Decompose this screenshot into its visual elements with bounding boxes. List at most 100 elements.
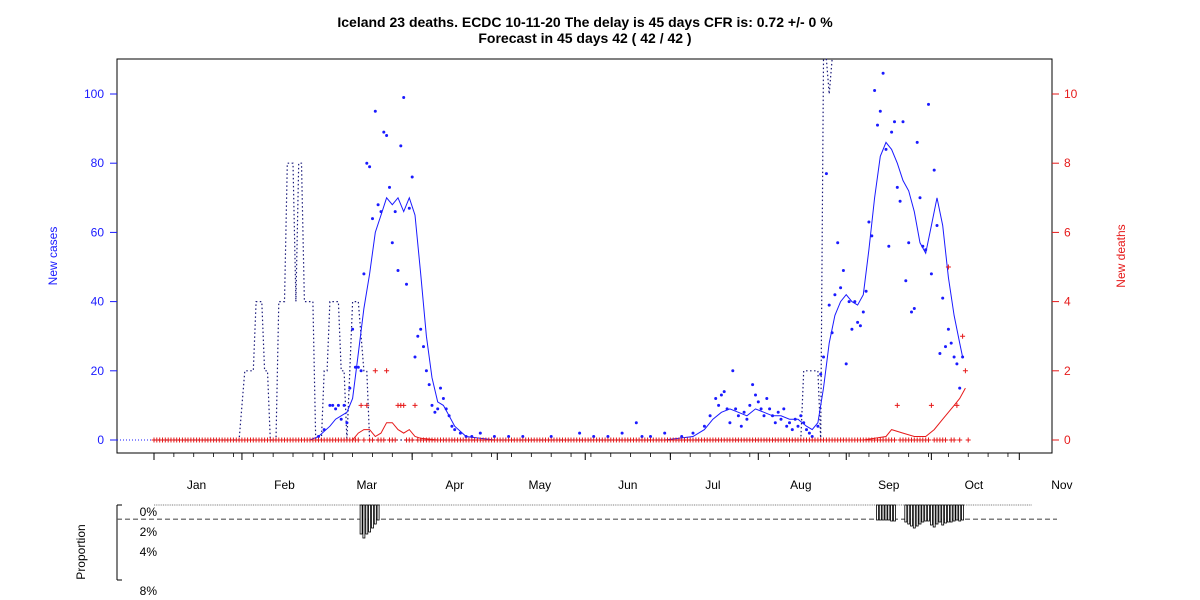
cases-point xyxy=(861,310,865,314)
x-tick-label: Oct xyxy=(965,478,984,492)
plot-frame xyxy=(116,58,1053,454)
cases-point xyxy=(407,206,411,210)
deaths-point xyxy=(358,402,364,408)
x-tick-label: Apr xyxy=(445,478,464,492)
proportion-bar xyxy=(924,504,928,522)
cases-point xyxy=(578,431,582,435)
deaths-point xyxy=(945,264,951,270)
y-left-tick-label: 40 xyxy=(91,295,105,309)
cases-point xyxy=(751,383,755,387)
cases-point xyxy=(450,424,454,428)
cases-point xyxy=(833,293,837,297)
cases-point xyxy=(427,383,431,387)
cases-point xyxy=(785,424,789,428)
cases-point xyxy=(402,96,406,99)
cases-point xyxy=(399,144,403,148)
cases-point xyxy=(910,310,913,314)
cases-point xyxy=(830,331,834,335)
cases-point xyxy=(345,421,349,425)
cases-point xyxy=(342,403,346,407)
deaths-point xyxy=(928,402,934,408)
proportion-bar xyxy=(947,504,950,523)
cases-point xyxy=(822,355,825,359)
cases-point xyxy=(946,327,950,331)
cases-point xyxy=(640,435,644,438)
cases-point xyxy=(728,421,732,425)
cases-point xyxy=(949,341,953,345)
x-tick-label: Jan xyxy=(187,478,206,492)
x-tick-label: May xyxy=(529,478,552,492)
cases-point xyxy=(748,403,752,407)
cases-point xyxy=(881,71,885,75)
cases-point xyxy=(895,185,899,189)
cases-point xyxy=(430,403,434,407)
cases-point xyxy=(839,286,843,290)
deaths-point xyxy=(412,402,418,408)
y-right-tick-label: 4 xyxy=(1064,295,1071,309)
cases-point xyxy=(334,407,338,411)
cases-point xyxy=(955,362,959,366)
cases-point xyxy=(847,300,851,304)
proportion-bar xyxy=(921,504,925,523)
cases-point xyxy=(328,403,332,407)
cases-point xyxy=(620,431,624,435)
cases-point xyxy=(356,365,360,369)
deaths-point xyxy=(943,437,948,443)
proportion-tick-label: 4% xyxy=(140,545,158,559)
deaths-point xyxy=(384,368,390,374)
cases-point xyxy=(776,410,780,414)
y-right-tick-label: 10 xyxy=(1064,87,1078,101)
deaths-point xyxy=(364,402,370,408)
cases-point xyxy=(634,421,638,425)
cases-point xyxy=(898,199,902,203)
x-tick-label: Nov xyxy=(1051,478,1072,492)
proportion-bar xyxy=(368,504,372,533)
cases-point xyxy=(836,241,840,245)
cases-point xyxy=(944,345,947,349)
cases-point xyxy=(773,421,777,425)
cases-point xyxy=(819,372,823,376)
cases-point xyxy=(396,269,400,272)
cases-point xyxy=(742,410,746,414)
y-left-tick-label: 20 xyxy=(91,364,105,378)
x-tick-label: Sep xyxy=(878,478,900,492)
cases-point xyxy=(348,386,352,390)
proportion-bar xyxy=(881,504,885,521)
cases-point xyxy=(453,428,457,432)
proportion-axis-label: Proportion xyxy=(74,524,88,579)
proportion-bar xyxy=(949,504,953,523)
cases-point xyxy=(433,410,437,414)
cases-point xyxy=(816,424,820,428)
proportion-bar xyxy=(935,504,939,525)
y-left-tick-label: 80 xyxy=(91,156,105,170)
cases-point xyxy=(935,224,939,227)
deaths-point xyxy=(954,402,960,408)
cases-point xyxy=(805,428,808,432)
cases-point xyxy=(388,185,391,189)
cases-point xyxy=(731,369,735,373)
cases-point xyxy=(827,303,831,307)
proportion-bar xyxy=(961,504,964,521)
deaths-point xyxy=(960,333,966,339)
cases-point xyxy=(722,390,726,394)
proportion-bar xyxy=(362,504,366,539)
x-axis: Jan Feb Mar Apr May Jun Jul Aug Sep Oct Nov xyxy=(153,453,1073,492)
deaths-daily-series xyxy=(151,264,971,443)
x-tick-label: Mar xyxy=(356,478,377,492)
proportion-bar xyxy=(893,504,896,522)
deaths-point xyxy=(892,437,897,443)
cases-point xyxy=(788,421,791,425)
cases-smoothed-series xyxy=(154,141,964,441)
cases-point xyxy=(762,414,766,418)
deaths-point xyxy=(965,437,971,443)
cases-point xyxy=(915,140,919,144)
cases-point xyxy=(362,272,366,276)
cases-point xyxy=(864,289,868,293)
cases-point xyxy=(424,369,428,373)
cases-point xyxy=(754,393,757,397)
y-left-tick-label: 100 xyxy=(84,87,104,101)
cases-point xyxy=(464,435,468,438)
cases-point xyxy=(893,120,896,124)
cases-point xyxy=(876,123,879,127)
forecast-line xyxy=(154,58,833,441)
